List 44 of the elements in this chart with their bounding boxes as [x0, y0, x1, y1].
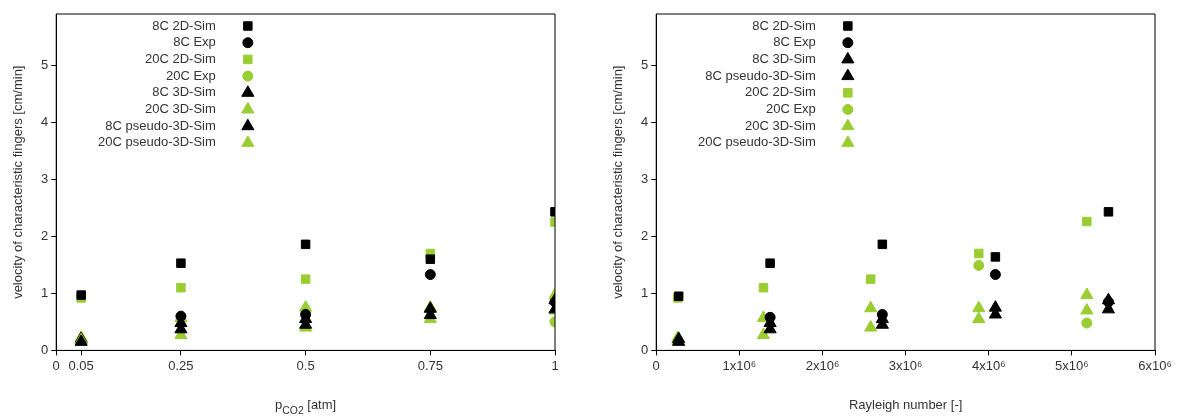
y-tick-label: 3 [41, 170, 49, 186]
x-tick-label: 0.5 [296, 357, 315, 373]
x-tick-label: 6x10⁶ [1138, 357, 1172, 373]
legend-label: 8C Exp [773, 34, 816, 50]
legend-label: 8C pseudo-3D-Sim [705, 67, 816, 83]
y-axis-title: velocity of characteristic fingers [cm/min] [10, 65, 25, 299]
x-tick-label: 1 [551, 357, 559, 373]
y-tick-label: 4 [41, 113, 49, 129]
legend-label: 8C Exp [173, 34, 216, 50]
legend-label: 20C pseudo-3D-Sim [698, 134, 816, 150]
x-axis-title: Rayleigh number [-] [848, 397, 963, 412]
legend-label: 8C 3D-Sim [752, 50, 816, 66]
x-tick-label: 0 [652, 357, 660, 373]
x-tick-label: 0 [52, 357, 60, 373]
legend-label: 20C Exp [165, 67, 216, 83]
x-tick-label: 5x10⁶ [1055, 357, 1089, 373]
legend-label: 8C 3D-Sim [152, 84, 216, 100]
legend-label: 8C 2D-Sim [152, 17, 216, 33]
y-tick-label: 2 [41, 227, 49, 243]
y-tick-label: 2 [641, 227, 649, 243]
y-tick-label: 3 [641, 170, 649, 186]
legend-label: 20C 3D-Sim [145, 101, 216, 117]
x-tick-label: 0.05 [68, 357, 94, 373]
x-tick-label: 0.75 [417, 357, 443, 373]
y-tick-label: 5 [641, 56, 649, 72]
x-tick-label: 1x10⁶ [722, 357, 757, 373]
y-tick-label: 0 [41, 341, 49, 357]
x-tick-label: 0.25 [168, 357, 194, 373]
x-tick-label: 2x10⁶ [805, 357, 840, 373]
y-tick-label: 5 [41, 56, 49, 72]
y-tick-label: 4 [641, 113, 649, 129]
legend-label: 20C 3D-Sim [745, 117, 816, 133]
legend-label: 8C pseudo-3D-Sim [105, 117, 216, 133]
y-tick-label: 1 [41, 284, 49, 300]
legend-label: 20C pseudo-3D-Sim [98, 134, 216, 150]
y-tick-label: 1 [641, 284, 649, 300]
y-axis-title: velocity of characteristic fingers [cm/min] [610, 65, 625, 299]
legend-label: 20C 2D-Sim [145, 50, 216, 66]
legend-label: 8C 2D-Sim [752, 17, 816, 33]
x-tick-label: 4x10⁶ [971, 357, 1006, 373]
y-tick-label: 0 [641, 341, 649, 357]
legend-label: 20C Exp [765, 101, 816, 117]
x-tick-label: 3x10⁶ [888, 357, 923, 373]
legend-label: 20C 2D-Sim [745, 84, 816, 100]
